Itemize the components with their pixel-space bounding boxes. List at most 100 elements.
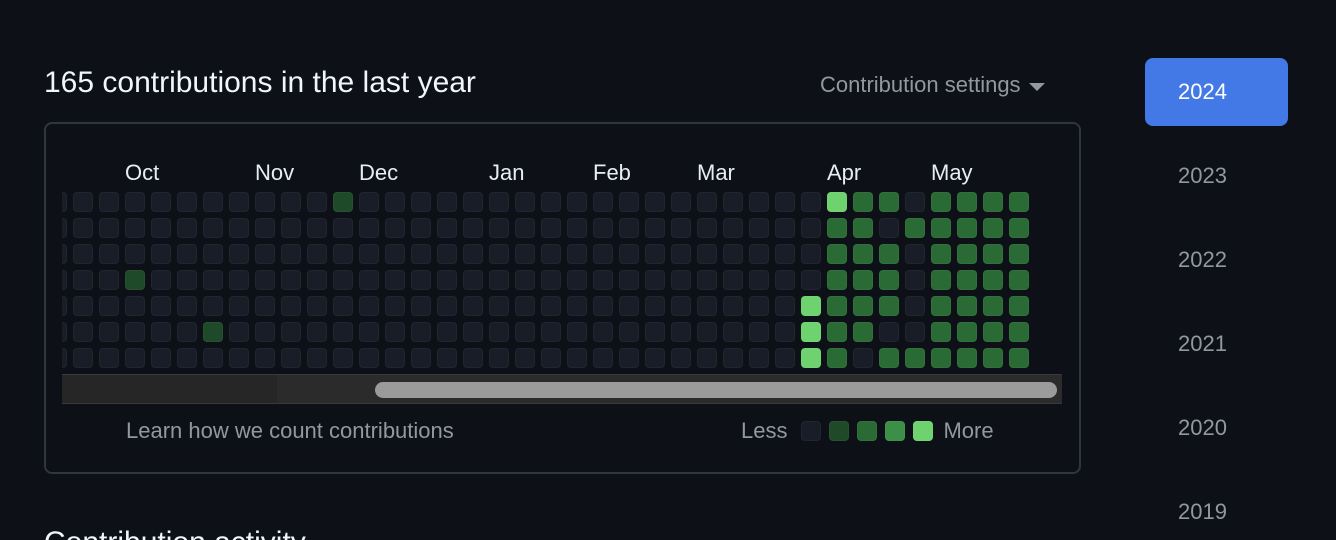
- contribution-day-cell[interactable]: [749, 296, 769, 316]
- contribution-day-cell[interactable]: [931, 192, 951, 212]
- contribution-day-cell[interactable]: [827, 218, 847, 238]
- contribution-day-cell[interactable]: [567, 296, 587, 316]
- contribution-day-cell[interactable]: [125, 218, 145, 238]
- contribution-day-cell[interactable]: [671, 322, 691, 342]
- contribution-day-cell[interactable]: [1009, 270, 1029, 290]
- year-link-2020[interactable]: 2020: [1178, 415, 1227, 440]
- contribution-day-cell[interactable]: [723, 348, 743, 368]
- contribution-day-cell[interactable]: [489, 322, 509, 342]
- contribution-day-cell[interactable]: [62, 348, 67, 368]
- contribution-day-cell[interactable]: [697, 270, 717, 290]
- contribution-day-cell[interactable]: [99, 348, 119, 368]
- contribution-day-cell[interactable]: [489, 270, 509, 290]
- contribution-day-cell[interactable]: [151, 322, 171, 342]
- contribution-day-cell[interactable]: [697, 322, 717, 342]
- contribution-day-cell[interactable]: [333, 270, 353, 290]
- contribution-day-cell[interactable]: [723, 192, 743, 212]
- contribution-day-cell[interactable]: [671, 296, 691, 316]
- contribution-day-cell[interactable]: [151, 218, 171, 238]
- contribution-day-cell[interactable]: [515, 270, 535, 290]
- contribution-day-cell[interactable]: [619, 218, 639, 238]
- contribution-day-cell[interactable]: [255, 296, 275, 316]
- contribution-day-cell[interactable]: [879, 348, 899, 368]
- contribution-day-cell[interactable]: [411, 296, 431, 316]
- contribution-day-cell[interactable]: [229, 322, 249, 342]
- contribution-day-cell[interactable]: [437, 348, 457, 368]
- contribution-day-cell[interactable]: [723, 244, 743, 264]
- contribution-day-cell[interactable]: [593, 270, 613, 290]
- contribution-day-cell[interactable]: [307, 218, 327, 238]
- contribution-day-cell[interactable]: [957, 244, 977, 264]
- contribution-day-cell[interactable]: [801, 322, 821, 342]
- contribution-day-cell[interactable]: [255, 322, 275, 342]
- contribution-day-cell[interactable]: [853, 192, 873, 212]
- contribution-day-cell[interactable]: [801, 348, 821, 368]
- contribution-day-cell[interactable]: [151, 348, 171, 368]
- contribution-day-cell[interactable]: [62, 244, 67, 264]
- contribution-day-cell[interactable]: [1009, 218, 1029, 238]
- contribution-day-cell[interactable]: [619, 270, 639, 290]
- contribution-day-cell[interactable]: [463, 296, 483, 316]
- contribution-day-cell[interactable]: [151, 244, 171, 264]
- contribution-day-cell[interactable]: [801, 192, 821, 212]
- contribution-day-cell[interactable]: [125, 270, 145, 290]
- contribution-day-cell[interactable]: [73, 296, 93, 316]
- contribution-day-cell[interactable]: [697, 218, 717, 238]
- contribution-day-cell[interactable]: [125, 244, 145, 264]
- contribution-grid-viewport[interactable]: [62, 190, 1062, 370]
- contribution-day-cell[interactable]: [775, 192, 795, 212]
- contribution-day-cell[interactable]: [255, 192, 275, 212]
- contribution-day-cell[interactable]: [827, 244, 847, 264]
- contribution-day-cell[interactable]: [619, 322, 639, 342]
- contribution-day-cell[interactable]: [307, 270, 327, 290]
- contribution-day-cell[interactable]: [697, 192, 717, 212]
- contribution-day-cell[interactable]: [489, 218, 509, 238]
- contribution-day-cell[interactable]: [645, 270, 665, 290]
- contribution-day-cell[interactable]: [73, 348, 93, 368]
- year-link-2024[interactable]: 2024: [1145, 58, 1288, 126]
- contribution-day-cell[interactable]: [333, 192, 353, 212]
- contribution-day-cell[interactable]: [541, 192, 561, 212]
- contribution-day-cell[interactable]: [645, 192, 665, 212]
- contribution-day-cell[interactable]: [359, 218, 379, 238]
- contribution-day-cell[interactable]: [671, 218, 691, 238]
- contribution-day-cell[interactable]: [931, 244, 951, 264]
- contribution-day-cell[interactable]: [255, 270, 275, 290]
- contribution-day-cell[interactable]: [645, 296, 665, 316]
- contribution-day-cell[interactable]: [749, 270, 769, 290]
- contribution-day-cell[interactable]: [853, 296, 873, 316]
- contribution-day-cell[interactable]: [853, 270, 873, 290]
- contribution-day-cell[interactable]: [359, 322, 379, 342]
- contribution-day-cell[interactable]: [645, 322, 665, 342]
- contribution-settings-button[interactable]: Contribution settings: [820, 72, 1045, 98]
- contribution-day-cell[interactable]: [1009, 192, 1029, 212]
- contribution-day-cell[interactable]: [957, 270, 977, 290]
- contribution-day-cell[interactable]: [281, 296, 301, 316]
- contribution-day-cell[interactable]: [307, 244, 327, 264]
- contribution-day-cell[interactable]: [229, 244, 249, 264]
- contribution-day-cell[interactable]: [281, 192, 301, 212]
- contribution-day-cell[interactable]: [151, 296, 171, 316]
- contribution-day-cell[interactable]: [515, 244, 535, 264]
- contribution-day-cell[interactable]: [229, 296, 249, 316]
- contribution-day-cell[interactable]: [723, 218, 743, 238]
- contribution-day-cell[interactable]: [203, 218, 223, 238]
- contribution-day-cell[interactable]: [749, 322, 769, 342]
- contribution-day-cell[interactable]: [437, 218, 457, 238]
- contribution-day-cell[interactable]: [983, 322, 1003, 342]
- contribution-day-cell[interactable]: [73, 244, 93, 264]
- horizontal-scrollbar[interactable]: [62, 374, 1062, 404]
- contribution-day-cell[interactable]: [229, 192, 249, 212]
- contribution-day-cell[interactable]: [775, 296, 795, 316]
- contribution-day-cell[interactable]: [73, 270, 93, 290]
- contribution-day-cell[interactable]: [853, 322, 873, 342]
- contribution-day-cell[interactable]: [983, 348, 1003, 368]
- contribution-day-cell[interactable]: [62, 270, 67, 290]
- contribution-day-cell[interactable]: [593, 192, 613, 212]
- contribution-day-cell[interactable]: [931, 296, 951, 316]
- contribution-day-cell[interactable]: [775, 244, 795, 264]
- contribution-day-cell[interactable]: [307, 296, 327, 316]
- contribution-day-cell[interactable]: [203, 270, 223, 290]
- contribution-day-cell[interactable]: [983, 218, 1003, 238]
- contribution-day-cell[interactable]: [567, 244, 587, 264]
